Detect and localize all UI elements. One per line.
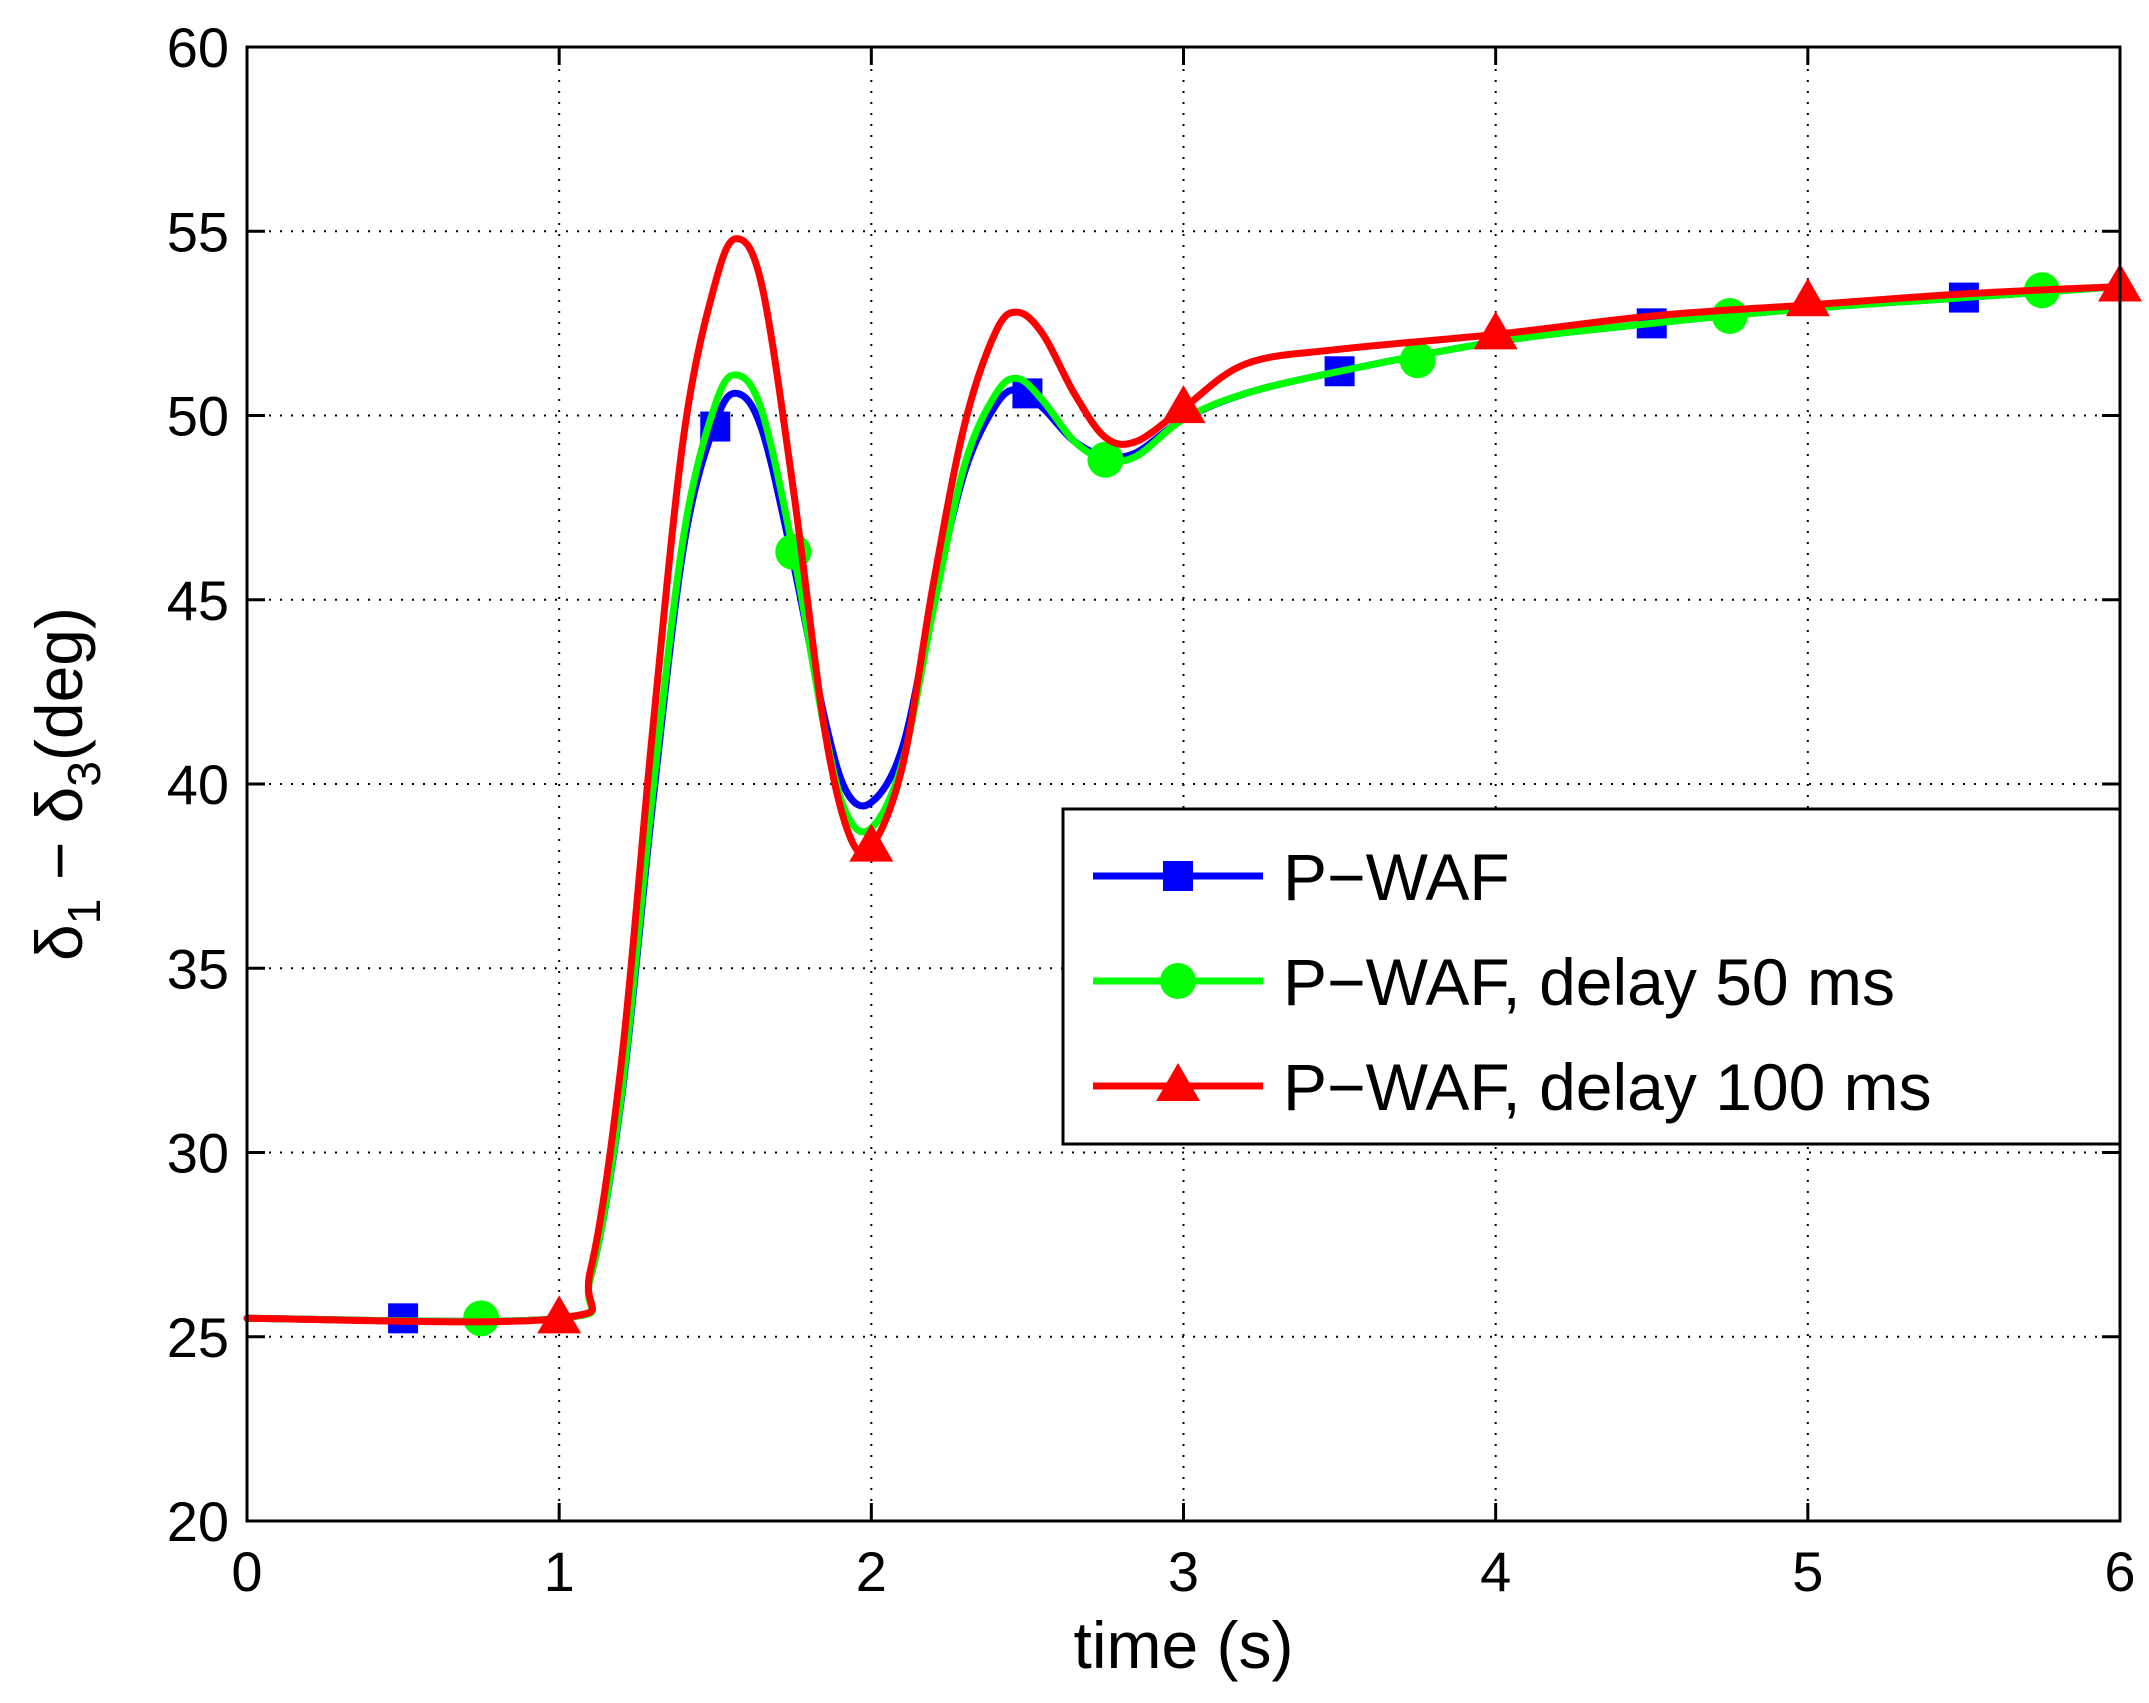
data-point-p-waf-delay-50ms (1711, 298, 1748, 335)
legend-label: P−WAF (1283, 840, 1510, 914)
legend-label: P−WAF, delay 100 ms (1283, 1050, 1932, 1124)
legend: P−WAF P−WAF, delay 50 ms P−WAF, delay 100 … (1061, 807, 2122, 1146)
y-tick-label: 55 (167, 200, 229, 263)
legend-item-p-waf: P−WAF (1093, 840, 1510, 914)
y-tick-labels: 20 25 30 35 40 45 50 55 60 (167, 16, 229, 1553)
y-axis-title-minus: − (22, 823, 96, 898)
y-axis-title-unit: (deg) (22, 607, 96, 761)
y-axis-title-symbol-1: δ (22, 924, 96, 961)
legend-entries: P−WAF P−WAF, delay 50 ms P−WAF, delay 100 … (1093, 840, 1932, 1124)
axis-ticks (245, 45, 2122, 1523)
legend-marker (1160, 963, 1196, 999)
x-tick-label: 6 (2104, 1540, 2135, 1603)
series-layer (243, 235, 2142, 1337)
legend-item-p-waf-delay-50ms: P−WAF, delay 50 ms (1093, 945, 1895, 1019)
x-tick-label: 0 (231, 1540, 262, 1603)
data-point-p-waf-delay-50ms (1399, 342, 1436, 379)
legend-marker (1156, 1063, 1200, 1101)
x-tick-label: 3 (1168, 1540, 1199, 1603)
y-axis-title-subscript-1: 1 (58, 899, 110, 925)
data-point-p-waf-delay-100ms (849, 823, 894, 862)
x-axis-title: time (s) (1074, 1608, 1294, 1682)
data-point-p-waf-delay-100ms (537, 1295, 582, 1334)
y-tick-label: 45 (167, 569, 229, 632)
series-p-waf-delay-100ms (243, 235, 2142, 1334)
data-point-p-waf-delay-100ms (1473, 311, 1518, 350)
y-axis-title-symbol-2: δ (22, 787, 96, 824)
y-tick-label: 35 (167, 937, 229, 1000)
legend-item-p-waf-delay-100ms: P−WAF, delay 100 ms (1093, 1050, 1932, 1124)
y-tick-label: 20 (167, 1490, 229, 1553)
legend-label: P−WAF, delay 50 ms (1283, 945, 1895, 1019)
x-tick-label: 5 (1792, 1540, 1823, 1603)
y-tick-label: 25 (167, 1306, 229, 1369)
y-tick-label: 50 (167, 385, 229, 448)
series-line-p-waf-delay-100ms (243, 235, 2124, 1326)
x-tick-label: 2 (856, 1540, 887, 1603)
x-tick-label: 4 (1480, 1540, 1511, 1603)
data-point-p-waf-delay-50ms (1087, 441, 1124, 478)
x-tick-label: 1 (544, 1540, 575, 1603)
legend-marker (1163, 861, 1193, 891)
y-tick-label: 60 (167, 16, 229, 79)
y-axis-title: δ1 − δ3(deg) (22, 607, 110, 961)
data-point-p-waf-delay-100ms (1161, 385, 1206, 424)
data-point-p-waf-delay-100ms (1785, 278, 1830, 317)
y-axis-title-subscript-2: 3 (58, 761, 110, 787)
y-tick-label: 30 (167, 1122, 229, 1185)
y-tick-label: 40 (167, 753, 229, 816)
x-tick-labels: 0 1 2 3 4 5 6 (231, 1540, 2135, 1603)
